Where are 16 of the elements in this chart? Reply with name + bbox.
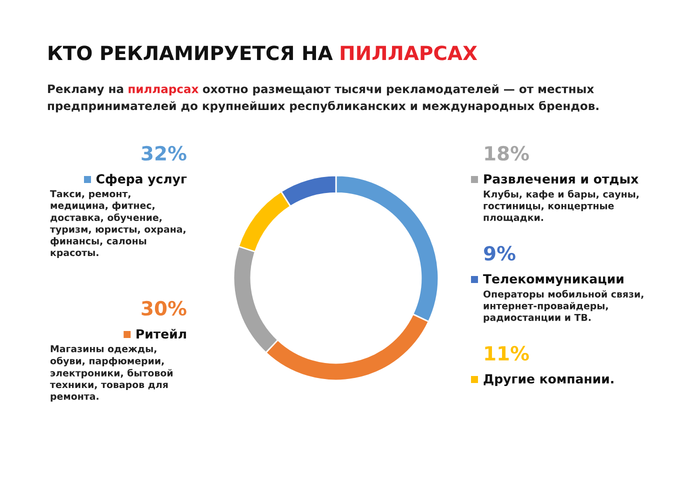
legend-label: Развлечения и отдых [484, 174, 638, 186]
text: Операторы мобильной связи, интернет-провайдеры, радиостанции и ТВ. [483, 290, 644, 323]
data-label: 30% [142, 300, 186, 316]
legend-label: Телекоммуникации [483, 274, 624, 286]
data-label: 11% [485, 346, 529, 361]
data-label: 32% [142, 146, 186, 161]
chart-title: КТО РЕКЛАМИРУЕТСЯ НА ПИЛЛАРСАХ [48, 46, 478, 60]
legend-label: Сфера услуг [96, 174, 187, 186]
text: Клубы, кафе и бары, сауны, гостиницы, концертные площадки. [484, 190, 639, 222]
data-label: 9% [484, 246, 516, 261]
text: Такси, ремонт, медицина, фитнес, доставка, обучение, туризм, юристы, охрана, финансы, салоны красоты. [50, 190, 186, 258]
legend-label: Ритейл [136, 328, 186, 339]
legend-label: Другие компании. [484, 374, 614, 386]
text: Магазины одежды, обуви, парфюмерии, электроники, бытовой техники, товаров для ремонта. [50, 345, 172, 402]
data-label: 18% [485, 146, 529, 161]
chart-subtitle: Рекламу на пилларсах охотно размещают тысячи рекламодателей — от местных предпринимателей до крупнейших республиканских и международных брендов. [48, 84, 598, 112]
